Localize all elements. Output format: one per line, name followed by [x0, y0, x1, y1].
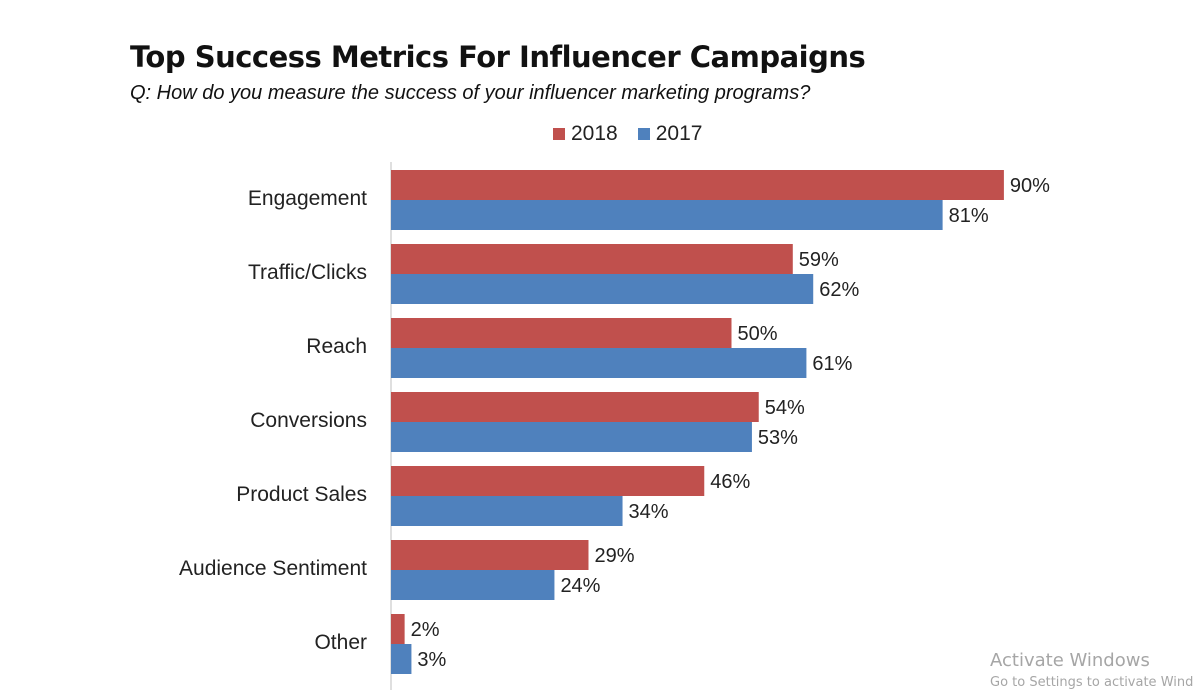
bar-2017-product-sales [391, 496, 623, 526]
data-label-2017-audience-sentiment: 24% [560, 575, 600, 597]
legend-label-2018: 2018 [571, 122, 618, 145]
bar-2018-product-sales [391, 466, 705, 496]
category-label-engagement: Engagement [248, 187, 367, 210]
bar-2017-engagement [391, 200, 943, 230]
chart-title: Top Success Metrics For Influencer Campa… [130, 40, 866, 74]
data-label-2017-engagement: 81% [949, 205, 989, 227]
data-label-2018-other: 2% [411, 619, 440, 641]
bar-2017-audience-sentiment [391, 570, 555, 600]
category-label-product-sales: Product Sales [236, 483, 367, 506]
watermark-subtitle: Go to Settings to activate Wind [990, 675, 1194, 690]
bar-2018-audience-sentiment [391, 540, 589, 570]
category-label-conversions: Conversions [250, 409, 367, 432]
data-label-2017-other: 3% [417, 649, 446, 671]
activation-watermark: Activate Windows Go to Settings to activ… [990, 650, 1193, 690]
data-label-2018-product-sales: 46% [710, 471, 750, 493]
legend: 2018 2017 [553, 122, 702, 146]
bar-2018-reach [391, 318, 732, 348]
category-label-traffic-clicks: Traffic/Clicks [248, 261, 367, 284]
bar-2018-other [391, 614, 405, 644]
category-label-reach: Reach [306, 335, 367, 358]
bar-2018-traffic-clicks [391, 244, 793, 274]
watermark-title: Activate Windows [990, 650, 1150, 671]
bar-2017-conversions [391, 422, 752, 452]
legend-label-2017: 2017 [655, 122, 703, 145]
data-label-2018-reach: 50% [738, 323, 778, 345]
category-label-other: Other [314, 631, 367, 654]
data-label-2017-traffic-clicks: 62% [819, 279, 859, 301]
data-label-2018-engagement: 90% [1010, 175, 1050, 197]
data-label-2017-product-sales: 34% [629, 501, 669, 523]
data-label-2018-traffic-clicks: 59% [799, 249, 839, 271]
data-label-2018-conversions: 54% [765, 397, 805, 419]
bar-2018-engagement [391, 170, 1004, 200]
chart-subtitle: Q: How do you measure the success of you… [130, 82, 811, 104]
bar-2018-conversions [391, 392, 759, 422]
data-label-2017-reach: 61% [812, 353, 852, 375]
legend-item-2018: 2018 [553, 122, 618, 146]
legend-swatch-2017 [637, 128, 650, 140]
data-label-2017-conversions: 53% [758, 427, 798, 449]
bar-2017-reach [391, 348, 807, 378]
bar-2017-other [391, 644, 412, 674]
data-label-2018-audience-sentiment: 29% [594, 545, 634, 567]
legend-item-2017: 2017 [637, 122, 703, 146]
bar-2017-traffic-clicks [391, 274, 814, 304]
category-label-audience-sentiment: Audience Sentiment [179, 557, 367, 580]
legend-swatch-2018 [553, 128, 565, 140]
